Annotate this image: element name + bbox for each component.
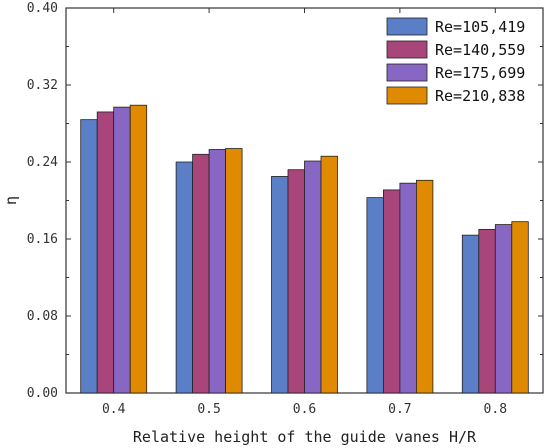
bar [478,228,496,394]
bar [461,234,480,394]
x-tick-label: 0.6 [293,402,316,417]
bar [192,153,210,394]
bar [287,169,305,394]
bar-series-group [80,104,529,394]
legend-swatch [386,63,428,82]
bar [320,155,338,394]
bar [494,224,513,394]
bar [96,111,115,394]
y-axis-ticks: 0.00 0.08 0.16 0.24 0.32 0.40 [27,1,543,401]
legend-label: Re=105,419 [435,18,525,36]
legend-label: Re=140,559 [435,41,525,59]
y-tick-label: 0.08 [27,309,58,324]
y-tick-label: 0.40 [27,1,58,16]
bar [415,179,434,394]
bar [304,160,322,394]
bar [366,197,384,394]
legend-label: Re=175,699 [435,64,525,82]
y-tick-label: 0.16 [27,232,58,247]
bar [80,119,98,394]
legend-label: Re=210,838 [435,87,525,105]
legend: Re=105,419 Re=140,559 Re=175,699 Re=210,838 [386,17,525,105]
bar [208,149,227,394]
bar [399,182,417,394]
x-axis-title: Relative height of the guide vanes H/R [133,428,477,446]
x-axis-ticks: 0.4 0.5 0.6 0.7 0.8 [102,8,507,417]
x-tick-label: 0.8 [484,402,507,417]
bar [225,148,243,394]
bar [382,189,401,394]
bar [271,176,289,394]
legend-swatch [386,40,428,59]
bar [511,221,529,394]
bar [129,104,148,394]
y-tick-label: 0.24 [27,155,58,170]
bar [175,161,194,394]
bar [113,106,131,394]
y-axis-title: η [2,196,20,205]
y-tick-label: 0.32 [27,78,58,93]
y-tick-label: 0.00 [27,386,58,401]
legend-swatch [386,86,428,105]
legend-swatch [386,17,428,36]
x-tick-label: 0.4 [102,402,126,417]
x-tick-label: 0.5 [197,402,220,417]
x-tick-label: 0.7 [388,402,411,417]
